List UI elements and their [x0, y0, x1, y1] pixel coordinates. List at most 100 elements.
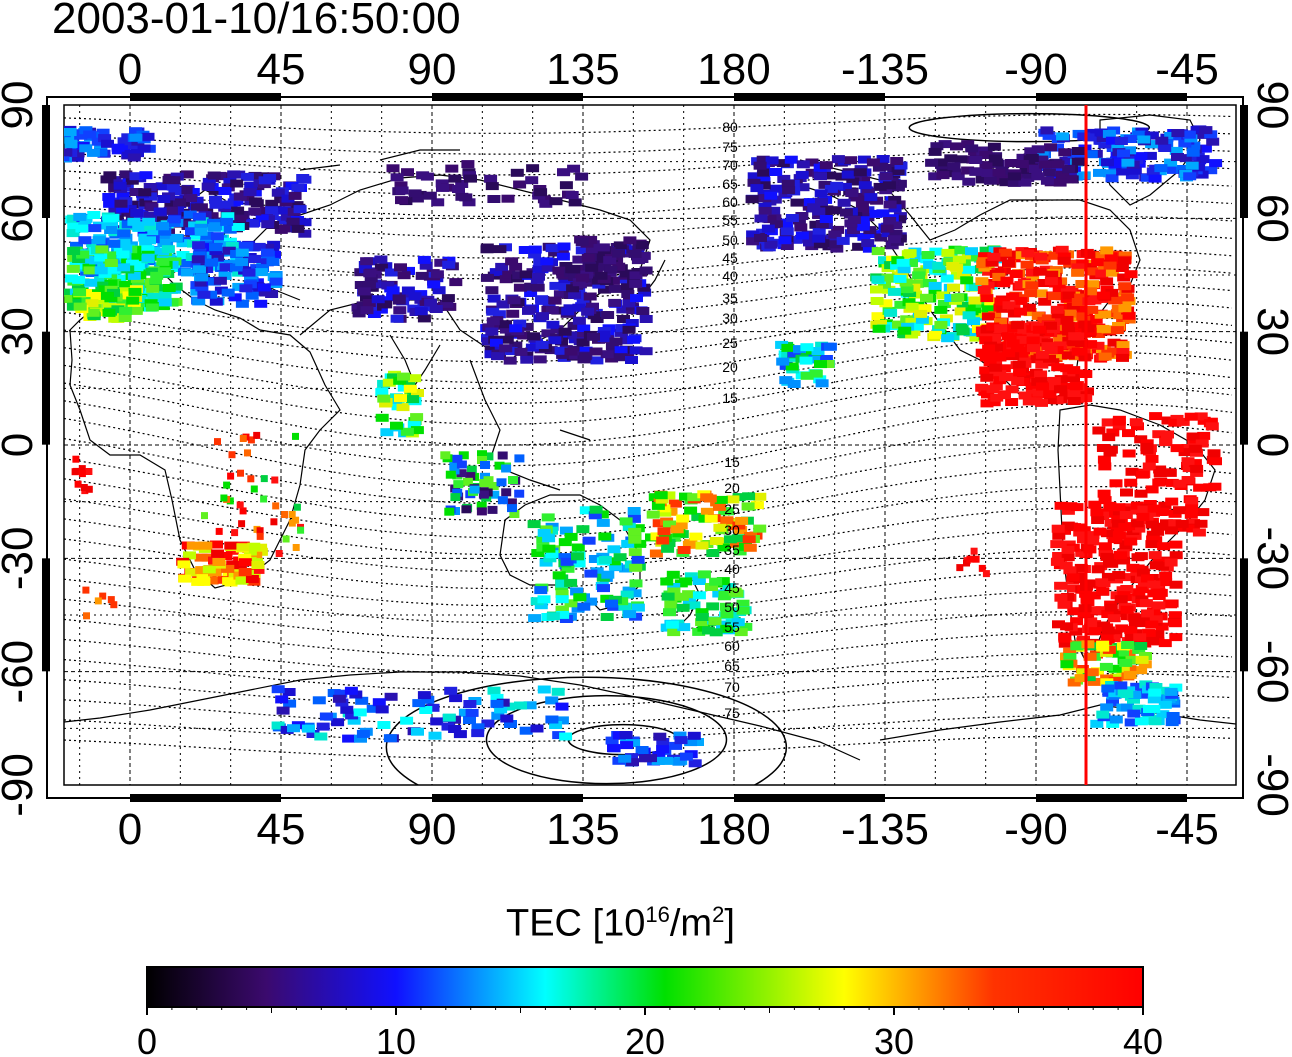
tec-cell	[117, 239, 131, 248]
tec-cell	[1082, 297, 1096, 306]
tec-cell	[250, 485, 258, 493]
tec-cell	[232, 282, 246, 291]
tec-cell	[1098, 462, 1112, 471]
tec-cell	[1019, 167, 1033, 176]
tec-cell	[444, 507, 455, 516]
tec-cell	[461, 160, 475, 169]
contour-label: 75	[722, 139, 738, 155]
tec-cell	[956, 564, 964, 572]
tec-cell	[469, 485, 480, 494]
tec-cell	[261, 243, 275, 252]
tec-cell	[905, 330, 919, 339]
tec-cell	[513, 319, 527, 328]
tec-cell	[484, 174, 498, 183]
tec-cell	[441, 294, 455, 303]
tec-cell	[462, 198, 476, 207]
tec-cell	[605, 354, 619, 363]
tec-cell	[695, 618, 709, 627]
tec-cell	[458, 451, 469, 460]
tec-cell	[663, 520, 676, 529]
tec-cell	[576, 273, 590, 282]
tec-cell	[537, 528, 551, 537]
tec-cell	[1116, 167, 1130, 176]
tec-cell	[1118, 256, 1131, 265]
north-oval	[908, 112, 1151, 143]
tec-cell	[662, 491, 676, 500]
tec-cell	[1151, 527, 1165, 536]
tec-cell	[800, 343, 814, 352]
tec-cell	[417, 314, 431, 323]
tec-cell	[1158, 639, 1172, 648]
tec-cell	[1127, 709, 1141, 718]
tec-cell	[1116, 647, 1129, 656]
tec-cell	[1018, 178, 1032, 187]
tec-cell	[247, 436, 255, 444]
tec-cell	[598, 285, 611, 294]
tec-cell	[1053, 334, 1067, 343]
left-lat-label: 30	[0, 307, 42, 356]
tec-cell	[237, 469, 244, 477]
tec-cell	[607, 744, 620, 753]
tec-cell	[982, 570, 990, 578]
tec-cell	[243, 188, 257, 196]
tec-cell	[954, 155, 968, 164]
tec-cell	[620, 741, 634, 750]
tec-cell	[555, 337, 568, 346]
tec-cell	[1165, 497, 1179, 506]
tec-cell	[94, 597, 102, 605]
tec-cell	[819, 161, 833, 170]
tec-cell	[248, 207, 262, 216]
map-frame	[46, 96, 1244, 799]
tec-cell	[202, 565, 216, 574]
tec-cell	[1085, 668, 1099, 677]
tec-cell	[1047, 292, 1061, 300]
tec-cell	[556, 252, 570, 261]
tec-cell	[1179, 154, 1193, 163]
tec-cell	[260, 248, 274, 257]
tec-cell	[392, 296, 406, 305]
tec-cell	[757, 168, 771, 177]
tec-cell	[1143, 151, 1157, 160]
tec-cell	[669, 741, 683, 750]
tec-cell	[845, 189, 859, 197]
tec-cell	[1168, 611, 1182, 620]
tec-cell	[1123, 665, 1137, 674]
tec-cell	[393, 306, 407, 315]
tec-cell	[501, 488, 512, 497]
tec-cell	[665, 620, 679, 629]
tec-cell	[1096, 710, 1110, 719]
tec-cell	[1130, 519, 1144, 528]
tec-cell	[114, 199, 128, 208]
tec-cell	[145, 203, 159, 212]
tec-cell	[1117, 591, 1131, 600]
tec-cell	[1087, 591, 1101, 600]
tec-cell	[486, 317, 500, 326]
tec-cell	[1116, 316, 1130, 324]
tec-cell	[787, 380, 801, 388]
tec-cell	[1116, 666, 1130, 675]
tec-cell	[878, 280, 891, 289]
tec-cell	[561, 564, 575, 573]
tec-cell	[1067, 607, 1081, 616]
tec-cell	[221, 564, 235, 573]
tec-cell	[415, 271, 429, 280]
tec-cell	[1083, 133, 1097, 142]
tec-cell	[535, 296, 549, 305]
tec-cell	[482, 323, 496, 332]
tec-cell	[962, 311, 976, 320]
tec-cell	[893, 215, 907, 224]
tec-cell	[1063, 647, 1077, 656]
frame-tick-bar-left	[42, 105, 50, 218]
tec-cell	[94, 266, 108, 275]
tec-cell	[631, 555, 645, 564]
tec-cell	[932, 325, 945, 334]
tec-cell	[823, 171, 837, 180]
tec-cell	[1043, 354, 1056, 363]
tec-cell	[1024, 289, 1038, 298]
tec-cell	[103, 199, 117, 208]
tec-cell	[646, 510, 660, 519]
tec-cell	[596, 518, 610, 527]
tec-cell	[1005, 398, 1019, 406]
tec-cell	[571, 543, 585, 552]
tec-cell	[1186, 148, 1200, 157]
